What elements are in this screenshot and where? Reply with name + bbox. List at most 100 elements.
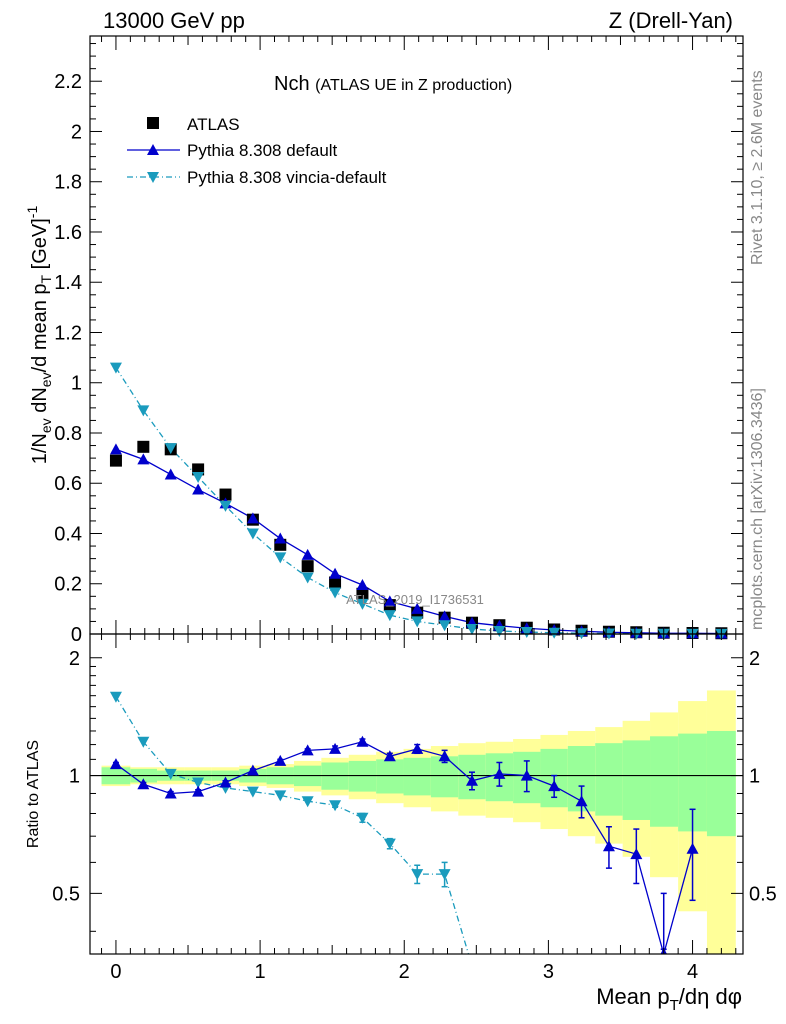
pythia-default-point bbox=[274, 532, 287, 544]
x-tick-label: 3 bbox=[543, 961, 554, 983]
stat-band bbox=[622, 740, 651, 820]
atlas-data-point bbox=[137, 440, 150, 453]
y-tick-label: 1.4 bbox=[54, 272, 82, 294]
ratio-vincia-point bbox=[137, 736, 150, 748]
ratio-default-point bbox=[493, 767, 506, 779]
legend-atlas-label: ATLAS bbox=[187, 115, 240, 134]
y-tick-label: 0.2 bbox=[54, 574, 82, 596]
header-left: 13000 GeV pp bbox=[103, 8, 245, 33]
pythia-default-point bbox=[192, 483, 205, 495]
pythia-default-point bbox=[301, 548, 314, 560]
y-tick-label: 0.8 bbox=[54, 423, 82, 445]
stat-band bbox=[403, 757, 431, 796]
vincia-point bbox=[246, 528, 259, 540]
ratio-vincia-point bbox=[109, 691, 122, 703]
y-tick-label: 0 bbox=[71, 624, 82, 646]
pythia-default-point bbox=[438, 610, 451, 622]
ratio-default-point bbox=[301, 744, 314, 756]
atlas-data-point bbox=[329, 576, 342, 589]
x-tick-label: 0 bbox=[110, 961, 121, 983]
vincia-point bbox=[465, 623, 478, 635]
ratio-default-point bbox=[356, 735, 369, 747]
y-tick-label: 1.8 bbox=[54, 172, 82, 194]
stat-band bbox=[595, 743, 623, 816]
legend-atlas-marker bbox=[147, 117, 159, 129]
vincia-point bbox=[356, 598, 369, 610]
y-tick-label: 2.2 bbox=[54, 71, 82, 93]
ratio-default-point bbox=[520, 769, 533, 781]
ratio-vincia-point bbox=[192, 777, 205, 789]
x-tick-label: 4 bbox=[687, 961, 698, 983]
ratio-default-point bbox=[192, 785, 205, 797]
x-tick-label: 2 bbox=[399, 961, 410, 983]
y-tick-label: 1 bbox=[71, 373, 82, 395]
ratio-vincia-point bbox=[246, 786, 259, 798]
ratio-vincia-point bbox=[438, 869, 451, 881]
ratio-y-axis-label: Ratio to ATLAS bbox=[25, 740, 42, 848]
vincia-point bbox=[383, 610, 396, 622]
ratio-default-point bbox=[383, 750, 396, 762]
vincia-point bbox=[109, 362, 122, 374]
legend: ATLAS Pythia 8.308 default Pythia 8.308 vi… bbox=[127, 115, 387, 187]
main-panel: 0 0.2 0.4 0.6 0.8 1 1.2 1.4 1.6 1.8 2 2.2 ATLAS_201… bbox=[24, 35, 744, 646]
legend-default-label: Pythia 8.308 default bbox=[187, 141, 338, 160]
ratio-default-point bbox=[438, 750, 451, 762]
vincia-point bbox=[493, 625, 506, 637]
vincia-point bbox=[520, 626, 533, 638]
ratio-default-point bbox=[164, 787, 177, 799]
legend-default-marker bbox=[147, 144, 159, 155]
y-tick-label: 0.6 bbox=[54, 473, 82, 495]
ratio-default-point bbox=[274, 754, 287, 766]
atlas-data-point bbox=[219, 488, 232, 501]
pythia-default-point bbox=[109, 443, 122, 455]
ratio-default-point bbox=[137, 778, 150, 790]
vincia-point bbox=[548, 627, 561, 639]
ratio-default-point bbox=[219, 776, 232, 788]
ratio-frame bbox=[89, 633, 744, 955]
ratio-vincia-point bbox=[164, 768, 177, 780]
ratio-y-tick-label-right: 1 bbox=[749, 766, 760, 788]
pythia-default-point bbox=[137, 453, 150, 465]
ratio-y-tick-label: 2 bbox=[69, 648, 80, 670]
atlas-data-point bbox=[356, 587, 369, 600]
atlas-data-point bbox=[109, 454, 122, 467]
stat-band bbox=[348, 760, 377, 792]
ratio-panel: 0.5 0.5 1 1 2 2 0 1 2 3 4 Ratio to ATLAS Mean pT/d… bbox=[25, 633, 777, 1014]
x-axis-label: Mean pT/dη dφ bbox=[596, 984, 742, 1014]
ratio-default-point bbox=[575, 795, 588, 807]
vincia-point bbox=[137, 405, 150, 417]
pythia-default-point bbox=[329, 567, 342, 579]
mcplots-label: mcplots.cern.ch [arXiv:1306.3436] bbox=[749, 388, 766, 630]
atlas-data-point bbox=[301, 560, 314, 573]
ratio-default-point bbox=[630, 848, 643, 860]
ratio-default-point bbox=[329, 742, 342, 754]
vincia-point bbox=[219, 500, 232, 512]
ratio-default-point bbox=[602, 840, 615, 852]
ratio-vincia-point bbox=[356, 812, 369, 824]
vincia-point bbox=[329, 587, 342, 599]
vincia-point bbox=[164, 443, 177, 455]
pythia-default-point bbox=[383, 595, 396, 607]
vincia-point bbox=[274, 552, 287, 564]
vincia-point bbox=[411, 616, 424, 628]
ratio-default-point bbox=[686, 842, 699, 854]
ratio-vincia-point bbox=[301, 796, 314, 808]
pythia-default-point bbox=[356, 579, 369, 591]
stat-band bbox=[650, 736, 679, 827]
y-tick-label: 0.4 bbox=[54, 523, 82, 545]
y-tick-label: 2 bbox=[71, 121, 82, 143]
y-tick-label: 1.2 bbox=[54, 322, 82, 344]
ratio-y-tick-label: 0.5 bbox=[52, 883, 80, 905]
svg-text:Nch (ATLAS UE in Z production): Nch (ATLAS UE in Z production) bbox=[274, 73, 512, 95]
ratio-vincia-point bbox=[329, 800, 342, 812]
x-tick-label: 1 bbox=[255, 961, 266, 983]
stat-band bbox=[376, 759, 404, 794]
chart-title: Nch (ATLAS UE in Z production) bbox=[274, 73, 512, 95]
ratio-default-point bbox=[548, 780, 561, 792]
stat-band bbox=[706, 730, 736, 837]
pythia-default-point bbox=[411, 602, 424, 614]
vincia-point bbox=[192, 471, 205, 483]
legend-vincia-marker bbox=[147, 172, 159, 183]
pythia-default-point bbox=[246, 512, 259, 524]
rivet-version-label: Rivet 3.1.10, ≥ 2.6M events bbox=[749, 70, 766, 265]
